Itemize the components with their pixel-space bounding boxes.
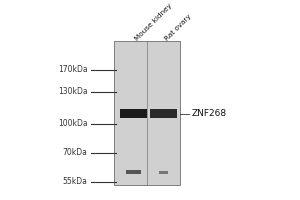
Bar xyxy=(126,170,141,174)
Text: 55kDa: 55kDa xyxy=(63,177,88,186)
Text: 70kDa: 70kDa xyxy=(63,148,88,157)
Bar xyxy=(159,171,168,174)
Text: 100kDa: 100kDa xyxy=(58,119,88,128)
Text: Mouse kidney: Mouse kidney xyxy=(134,2,173,42)
Text: Rat ovary: Rat ovary xyxy=(164,13,192,42)
Bar xyxy=(150,109,177,118)
Bar xyxy=(114,41,180,185)
Text: 170kDa: 170kDa xyxy=(58,65,88,74)
Bar xyxy=(120,109,147,118)
Text: ZNF268: ZNF268 xyxy=(192,109,227,118)
Text: 130kDa: 130kDa xyxy=(58,87,88,96)
